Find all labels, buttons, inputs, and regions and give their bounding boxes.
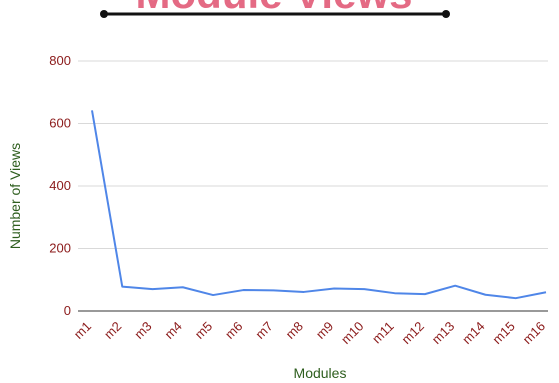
gridlines (78, 60, 548, 249)
y-axis-ticks: 0 200 400 600 800 (49, 53, 71, 318)
y-tick-label: 600 (49, 116, 71, 131)
x-tick-label-m14: m14 (459, 319, 487, 347)
x-tick-label-m10: m10 (338, 319, 366, 347)
x-tick-label-m6: m6 (222, 319, 245, 342)
y-axis-label: Number of Views (7, 143, 23, 249)
x-tick-label-m11: m11 (369, 319, 397, 347)
x-tick-label-m4: m4 (162, 319, 185, 342)
y-tick-label: 400 (49, 178, 71, 193)
x-tick-label-m1: m1 (71, 319, 94, 342)
x-tick-label-m7: m7 (252, 319, 275, 342)
x-tick-label-m13: m13 (429, 319, 457, 347)
y-tick-label: 200 (49, 241, 71, 256)
x-tick-label-m9: m9 (313, 319, 336, 342)
x-tick-label-m2: m2 (101, 319, 124, 342)
x-tick-label-m16: m16 (520, 319, 548, 347)
title-underline-end-dot (442, 10, 450, 18)
x-axis-label: Modules (294, 365, 347, 381)
x-tick-label-m15: m15 (489, 319, 517, 347)
x-tick-label-m8: m8 (283, 319, 306, 342)
x-tick-label-m3: m3 (131, 319, 154, 342)
x-tick-label-m12: m12 (399, 319, 427, 347)
y-tick-label: 0 (64, 303, 71, 318)
x-axis-ticks: m1 m2 m3 m4 m5 m6 m7 m8 m9 m10 m11 m12 m13 m14 m15 m16 (71, 319, 548, 347)
x-tick-label-m5: m5 (192, 319, 215, 342)
y-tick-label: 800 (49, 53, 71, 68)
series-line (91, 110, 547, 300)
title-underline-start-dot (100, 10, 108, 18)
